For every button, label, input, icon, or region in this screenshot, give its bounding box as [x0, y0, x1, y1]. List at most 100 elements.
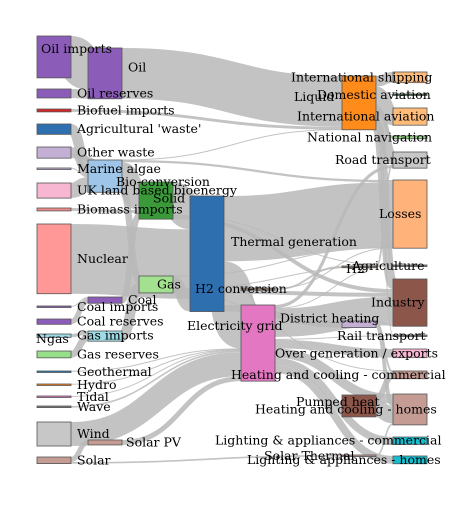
node-pumped-heat[interactable] — [341, 394, 377, 418]
node-rect-biofuel-imports[interactable] — [36, 108, 72, 113]
node-lighting-commercial[interactable] — [392, 436, 428, 445]
node-losses[interactable] — [392, 179, 428, 249]
node-rect-solar-pv[interactable] — [87, 439, 123, 446]
node-rect-h2-conversion[interactable] — [240, 287, 276, 291]
node-international-aviation[interactable] — [392, 107, 428, 126]
node-rect-district-heating[interactable] — [341, 320, 377, 328]
node-label-ngas: Ngas — [36, 331, 69, 346]
node-rect-agri-waste[interactable] — [36, 123, 72, 135]
node-oil-imports[interactable] — [36, 35, 72, 79]
node-rect-coal-reserves[interactable] — [36, 318, 72, 325]
node-solid[interactable] — [138, 181, 174, 220]
link-h2_conversion-to-losses — [274, 247, 394, 289]
node-rect-heat-homes[interactable] — [392, 393, 428, 426]
node-gas-reserves[interactable] — [36, 350, 72, 359]
node-rect-over-generation[interactable] — [392, 348, 428, 359]
node-rect-coal[interactable] — [87, 296, 123, 304]
node-geothermal[interactable] — [36, 370, 72, 373]
node-coal[interactable] — [87, 296, 123, 304]
node-rect-bio-conversion[interactable] — [87, 159, 123, 193]
node-rect-solar[interactable] — [36, 456, 72, 464]
node-rect-heat-commercial[interactable] — [392, 370, 428, 380]
node-bio-conversion[interactable] — [87, 159, 123, 193]
node-rect-h2[interactable] — [341, 265, 377, 269]
node-oil[interactable] — [87, 47, 123, 100]
node-rect-rail-transport[interactable] — [392, 334, 428, 337]
node-rect-solar-thermal[interactable] — [341, 454, 377, 458]
node-rail-transport[interactable] — [392, 334, 428, 337]
node-agri-waste[interactable] — [36, 123, 72, 135]
node-label-lighting-homes: Lighting & appliances - homes — [247, 452, 441, 467]
node-rect-domestic-aviation[interactable] — [392, 93, 428, 96]
node-coal-reserves[interactable] — [36, 318, 72, 325]
node-rect-hydro[interactable] — [36, 383, 72, 386]
node-domestic-aviation[interactable] — [392, 93, 428, 96]
node-rect-geothermal[interactable] — [36, 370, 72, 373]
node-gas-imports[interactable] — [36, 333, 72, 338]
node-road-transport[interactable] — [392, 151, 428, 169]
node-international-shipping[interactable] — [392, 71, 428, 84]
node-lighting-homes[interactable] — [392, 455, 428, 465]
node-rect-oil[interactable] — [87, 47, 123, 100]
node-rect-lighting-commercial[interactable] — [392, 436, 428, 445]
node-rect-solid[interactable] — [138, 181, 174, 220]
node-rect-wind[interactable] — [36, 421, 72, 447]
node-liquid[interactable] — [341, 75, 377, 131]
node-tidal[interactable] — [36, 395, 72, 398]
node-biomass-imports[interactable] — [36, 207, 72, 212]
node-rect-electricity-grid[interactable] — [240, 304, 276, 382]
node-rect-tidal[interactable] — [36, 395, 72, 398]
node-rect-international-shipping[interactable] — [392, 71, 428, 84]
node-rect-coal-imports[interactable] — [36, 305, 72, 308]
node-biofuel-imports[interactable] — [36, 108, 72, 113]
node-nuclear[interactable] — [36, 223, 72, 295]
node-rect-gas-imports[interactable] — [36, 333, 72, 338]
node-ngas[interactable] — [87, 330, 123, 342]
node-wave[interactable] — [36, 405, 72, 408]
node-over-generation[interactable] — [392, 348, 428, 359]
node-uk-land-bioenergy[interactable] — [36, 182, 72, 199]
node-label-wave: Wave — [77, 399, 111, 414]
node-rect-agriculture[interactable] — [392, 264, 428, 267]
node-oil-reserves[interactable] — [36, 88, 72, 99]
node-rect-ngas[interactable] — [87, 330, 123, 342]
node-rect-biomass-imports[interactable] — [36, 207, 72, 212]
node-rect-gas-reserves[interactable] — [36, 350, 72, 359]
node-hydro[interactable] — [36, 383, 72, 386]
node-solar-pv[interactable] — [87, 439, 123, 446]
node-marine-algae[interactable] — [36, 167, 72, 170]
node-thermal-generation[interactable] — [189, 195, 225, 312]
node-rect-oil-reserves[interactable] — [36, 88, 72, 99]
node-rect-uk-land-bioenergy[interactable] — [36, 182, 72, 199]
node-electricity-grid[interactable] — [240, 304, 276, 382]
node-coal-imports[interactable] — [36, 305, 72, 308]
node-other-waste[interactable] — [36, 146, 72, 159]
node-h2-conversion[interactable] — [240, 287, 276, 291]
node-gas[interactable] — [138, 275, 174, 294]
node-rect-losses[interactable] — [392, 179, 428, 249]
node-solar-thermal[interactable] — [341, 454, 377, 458]
node-rect-lighting-homes[interactable] — [392, 455, 428, 465]
node-agriculture[interactable] — [392, 264, 428, 267]
node-rect-pumped-heat[interactable] — [341, 394, 377, 418]
node-rect-road-transport[interactable] — [392, 151, 428, 169]
node-rect-oil-imports[interactable] — [36, 35, 72, 79]
node-rect-nuclear[interactable] — [36, 223, 72, 295]
node-rect-other-waste[interactable] — [36, 146, 72, 159]
node-solar[interactable] — [36, 456, 72, 464]
node-rect-thermal-generation[interactable] — [189, 195, 225, 312]
node-rect-wave[interactable] — [36, 405, 72, 408]
node-heat-commercial[interactable] — [392, 370, 428, 380]
node-rect-national-navigation[interactable] — [392, 135, 428, 140]
node-national-navigation[interactable] — [392, 135, 428, 140]
node-industry[interactable] — [392, 278, 428, 327]
node-rect-industry[interactable] — [392, 278, 428, 327]
node-rect-marine-algae[interactable] — [36, 167, 72, 170]
node-h2[interactable] — [341, 265, 377, 269]
node-rect-gas[interactable] — [138, 275, 174, 294]
node-heat-homes[interactable] — [392, 393, 428, 426]
node-rect-liquid[interactable] — [341, 75, 377, 131]
node-wind[interactable] — [36, 421, 72, 447]
node-rect-international-aviation[interactable] — [392, 107, 428, 126]
node-district-heating[interactable] — [341, 320, 377, 328]
